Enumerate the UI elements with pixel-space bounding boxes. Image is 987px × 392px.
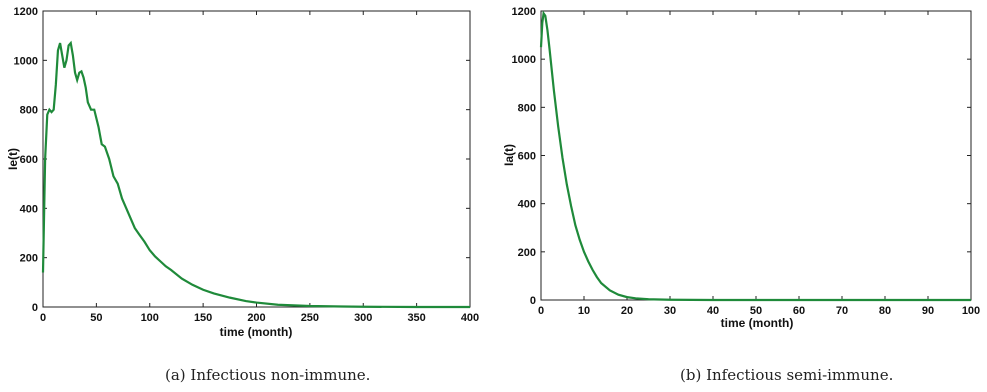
- panel-b-y-tick-label: 0: [530, 295, 536, 307]
- panel-a-y-tick-label: 1200: [14, 6, 38, 18]
- panel-a-y-tick-label: 200: [20, 253, 38, 265]
- panel-b-x-tick-label: 90: [922, 305, 934, 317]
- panel-b-x-tick-label: 100: [962, 305, 980, 317]
- panel-a-y-tick-label: 600: [20, 154, 38, 166]
- panel-b-x-tick-label: 60: [793, 305, 805, 317]
- panel-b-y-tick-label: 1000: [512, 54, 536, 66]
- panel-a-x-tick-label: 200: [247, 312, 265, 324]
- panel-a-series-line: [41, 40, 470, 309]
- panel-a-y-tick-label: 1000: [14, 55, 38, 67]
- panel-a-x-tick-label: 100: [141, 312, 159, 324]
- panel-a-chart: 0 200 400 600 800 1000 1200 0 50 100 150 200 250 300…: [6, 6, 479, 339]
- panel-a-y-tick-label: 800: [20, 105, 38, 117]
- panel-a-x-tick-label: 400: [461, 312, 479, 324]
- panel-b-y-tick-label: 600: [518, 151, 536, 163]
- panel-b-x-axis-label: time (month): [721, 316, 794, 330]
- panel-b-x-tick-label: 80: [879, 305, 891, 317]
- panel-b-chart: 0 200 400 600 800 1000 1200 0 10 20 30 40 50 60 70 80 9…: [502, 6, 980, 330]
- panel-b-plot-area: [540, 10, 972, 301]
- panel-b-x-tick-label: 40: [707, 305, 719, 317]
- panel-a-x-ticks: 0 50 100 150 200 250 300 350 400: [40, 11, 479, 324]
- panel-a-x-tick-label: 150: [194, 312, 212, 324]
- panel-b-series-line: [539, 10, 971, 302]
- panel-a-x-tick-label: 300: [354, 312, 372, 324]
- panel-b-y-tick-label: 1200: [512, 6, 536, 18]
- panel-b-y-tick-label: 400: [518, 199, 536, 211]
- panel-b-x-tick-label: 50: [750, 305, 762, 317]
- panel-b-y-tick-label: 800: [518, 102, 536, 114]
- panel-b-x-tick-label: 0: [538, 305, 544, 317]
- panel-a-x-tick-label: 50: [90, 312, 102, 324]
- panel-a-plot-area: [42, 10, 471, 308]
- panel-a-y-tick-label: 400: [20, 203, 38, 215]
- panel-a-x-tick-label: 350: [407, 312, 425, 324]
- panel-a-x-tick-label: 0: [40, 312, 46, 324]
- panel-b-y-axis-label: Ia(t): [502, 144, 516, 166]
- panel-b-x-tick-label: 30: [664, 305, 676, 317]
- panel-a-x-tick-label: 250: [301, 312, 319, 324]
- panel-b-x-tick-label: 20: [621, 305, 633, 317]
- panel-b-x-tick-label: 70: [836, 305, 848, 317]
- panel-b-x-tick-label: 10: [578, 305, 590, 317]
- panel-b-x-ticks: 0 10 20 30 40 50 60 70 80 90 100: [538, 11, 980, 317]
- panel-a-y-tick-label: 0: [32, 302, 38, 314]
- panel-a-caption: (a) Infectious non-immune.: [165, 366, 371, 384]
- panel-a-y-axis-label: Ie(t): [6, 148, 20, 170]
- panel-b-y-ticks: 0 200 400 600 800 1000 1200: [512, 6, 971, 307]
- panel-a-x-axis-label: time (month): [220, 325, 293, 339]
- panel-b-caption: (b) Infectious semi-immune.: [680, 366, 894, 384]
- panel-b-y-tick-label: 200: [518, 247, 536, 259]
- panel-a-y-ticks: 0 200 400 600 800 1000 1200: [14, 6, 470, 314]
